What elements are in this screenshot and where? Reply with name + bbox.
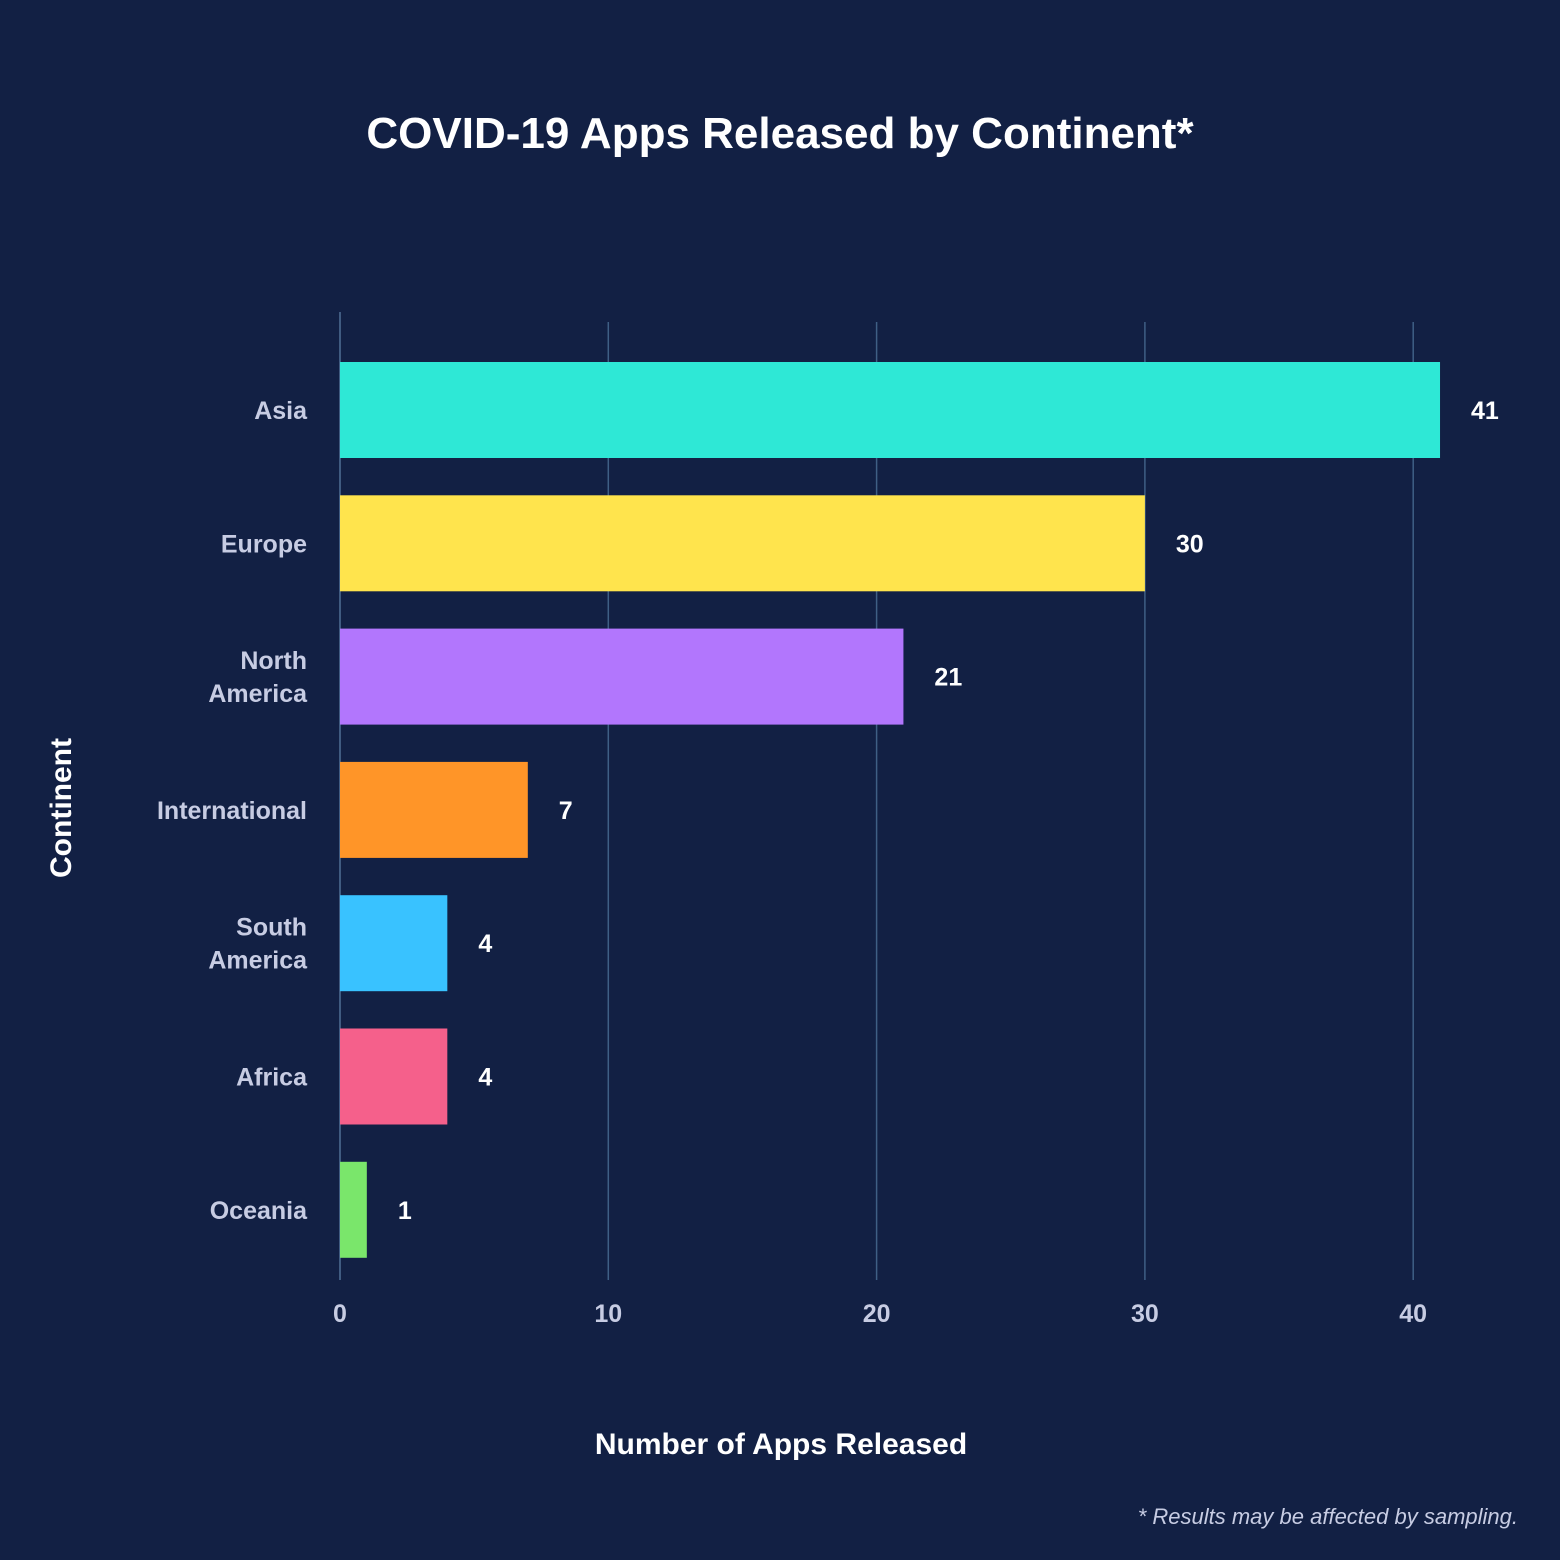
category-label-line: Oceania <box>210 1197 308 1225</box>
bar-oceania <box>340 1161 367 1258</box>
bar-south-america <box>340 895 448 992</box>
category-label: Oceania <box>210 1197 308 1225</box>
category-label-line: International <box>157 797 307 825</box>
category-label: Asia <box>254 397 308 425</box>
x-tick-labels: 0 10 20 30 40 <box>333 1300 1427 1328</box>
value-label: 4 <box>478 930 492 958</box>
footnote: * Results may be affected by sampling. <box>1138 1504 1518 1529</box>
x-tick-label: 10 <box>594 1300 622 1328</box>
category-label: North America <box>208 647 308 708</box>
category-label: Africa <box>236 1064 308 1092</box>
category-label: South America <box>208 914 308 975</box>
x-tick-label: 30 <box>1131 1300 1159 1328</box>
x-axis-title: Number of Apps Released <box>595 1428 967 1461</box>
x-tick-label: 40 <box>1399 1300 1427 1328</box>
category-label-line: America <box>208 680 308 708</box>
bar-asia <box>340 362 1441 458</box>
category-label-line: South <box>236 914 307 942</box>
bars <box>340 362 1441 1258</box>
bar-africa <box>340 1028 448 1125</box>
bar-europe <box>340 495 1145 592</box>
category-label-line: Africa <box>236 1064 308 1092</box>
category-label-line: Europe <box>221 530 307 558</box>
value-label: 4 <box>478 1064 492 1092</box>
value-label: 1 <box>398 1197 412 1225</box>
value-label: 21 <box>934 664 962 692</box>
category-label-line: North <box>240 647 307 675</box>
chart-title: COVID-19 Apps Released by Continent* <box>366 109 1194 158</box>
category-label: International <box>157 797 307 825</box>
x-tick-label: 0 <box>333 1300 347 1328</box>
value-label: 30 <box>1176 530 1204 558</box>
x-tick-label: 20 <box>863 1300 891 1328</box>
y-axis-title: Continent <box>45 738 78 878</box>
category-label-line: Asia <box>254 397 308 425</box>
bar-international <box>340 761 528 858</box>
value-label: 7 <box>559 797 573 825</box>
value-label: 41 <box>1471 397 1499 425</box>
bar-north-america <box>340 628 904 725</box>
category-labels: Asia Europe North America International South… <box>157 397 308 1225</box>
category-label-line: America <box>208 947 308 975</box>
category-label: Europe <box>221 530 307 558</box>
